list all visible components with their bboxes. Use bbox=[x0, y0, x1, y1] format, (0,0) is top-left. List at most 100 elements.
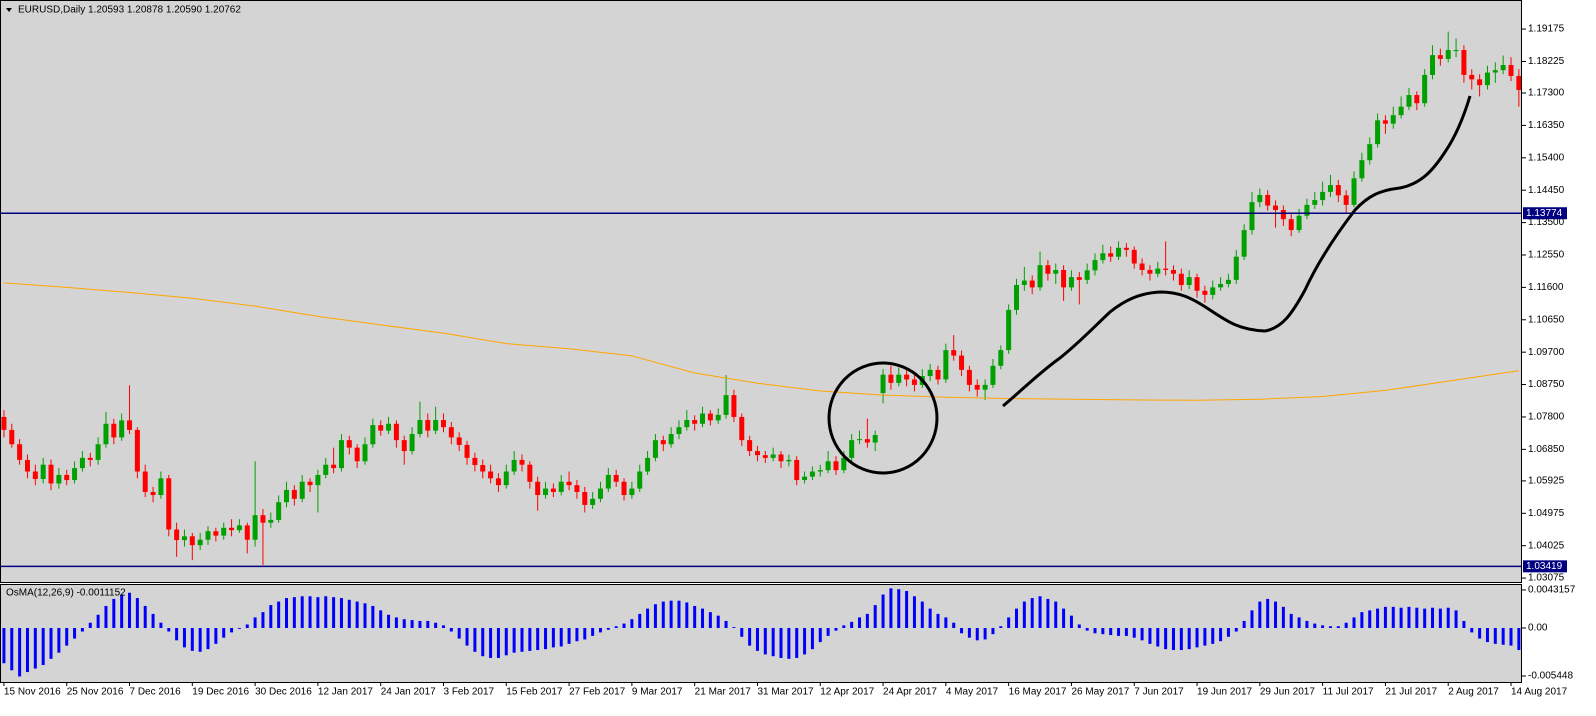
candle-body bbox=[1477, 79, 1483, 86]
horizontal-line-label-box bbox=[1523, 560, 1567, 573]
candle-body bbox=[95, 444, 101, 460]
candle-body bbox=[1021, 280, 1027, 285]
candle-body bbox=[48, 464, 54, 484]
oscillator-bar bbox=[1077, 624, 1081, 628]
oscillator-bar bbox=[677, 600, 681, 628]
candle-body bbox=[1265, 194, 1271, 206]
candle-body bbox=[1029, 280, 1035, 288]
candle-body bbox=[354, 447, 360, 462]
oscillator-bar bbox=[1054, 601, 1058, 628]
oscillator-bar bbox=[10, 627, 14, 671]
oscillator-bar bbox=[622, 623, 626, 628]
oscillator-bar bbox=[536, 627, 540, 651]
oscillator-bar bbox=[57, 627, 61, 653]
candle-body bbox=[770, 454, 776, 458]
oscillator-bar bbox=[638, 613, 642, 628]
oscillator-bar bbox=[316, 597, 320, 628]
candle-body bbox=[1484, 72, 1490, 86]
oscillator-bar bbox=[763, 627, 767, 655]
oscillator-bar bbox=[206, 627, 210, 650]
candle-body bbox=[393, 423, 399, 441]
candle-body bbox=[786, 459, 792, 462]
candle-body bbox=[401, 440, 407, 452]
y-tick-label: 1.15400 bbox=[1528, 152, 1565, 163]
candle-body bbox=[346, 440, 352, 448]
candle-body bbox=[79, 457, 85, 469]
horizontal-line-label: 1.03419 bbox=[1526, 561, 1563, 572]
candle-body bbox=[260, 515, 266, 523]
oscillator-bar bbox=[387, 614, 391, 628]
candle-body bbox=[87, 457, 93, 460]
oscillator-bar bbox=[653, 604, 657, 628]
candle-body bbox=[998, 350, 1004, 366]
oscillator-bar bbox=[1187, 627, 1191, 650]
candle-body bbox=[1108, 253, 1114, 257]
oscillator-bar bbox=[1156, 627, 1160, 647]
oscillator-plot-background bbox=[0, 585, 1522, 682]
candle-body bbox=[17, 444, 23, 460]
oscillator-bar bbox=[873, 605, 877, 628]
candle-body bbox=[1437, 55, 1443, 59]
oscillator-bar bbox=[18, 627, 22, 677]
oscillator-bar bbox=[1022, 601, 1026, 628]
y-tick-label: 1.05925 bbox=[1528, 476, 1565, 487]
oscillator-bar bbox=[41, 627, 45, 665]
oscillator-bar bbox=[803, 627, 807, 655]
candle-body bbox=[1116, 247, 1122, 257]
candle-body bbox=[747, 440, 753, 452]
candle-body bbox=[645, 457, 651, 472]
oscillator-bar bbox=[1124, 627, 1128, 636]
candle-body bbox=[307, 481, 313, 486]
oscillator-bar bbox=[724, 620, 728, 628]
candle-body bbox=[1351, 178, 1357, 205]
candle-body bbox=[64, 474, 70, 481]
x-tick-label: 14 Aug 2017 bbox=[1511, 687, 1568, 698]
candle-body bbox=[590, 498, 596, 505]
candle-body bbox=[40, 464, 46, 480]
candle-body bbox=[480, 465, 486, 472]
oscillator-bar bbox=[410, 620, 414, 628]
y-tick-label: -0.005448 bbox=[1528, 671, 1573, 682]
oscillator-bar bbox=[135, 598, 139, 628]
candle-body bbox=[166, 478, 172, 530]
oscillator-bar bbox=[881, 594, 885, 628]
oscillator-title: OsMA(12,26,9) -0.0011152 bbox=[6, 588, 126, 599]
oscillator-bar bbox=[1438, 608, 1442, 628]
candle-body bbox=[550, 488, 556, 492]
candle-body bbox=[754, 451, 760, 456]
candle-body bbox=[142, 471, 148, 492]
oscillator-bar bbox=[1383, 606, 1387, 628]
candle-body bbox=[386, 423, 392, 431]
candle-body bbox=[291, 489, 297, 499]
candle-body bbox=[1398, 106, 1404, 116]
oscillator-bar bbox=[418, 620, 422, 628]
oscillator-bar bbox=[818, 627, 822, 643]
y-tick-label: 1.11600 bbox=[1528, 282, 1564, 293]
oscillator-bar bbox=[559, 627, 563, 647]
y-tick-label: 1.08750 bbox=[1528, 379, 1565, 390]
oscillator-bar bbox=[1313, 623, 1317, 628]
oscillator-bar bbox=[33, 627, 37, 669]
candle-body bbox=[1155, 268, 1161, 274]
oscillator-bar bbox=[465, 627, 469, 646]
oscillator-bar bbox=[967, 627, 971, 638]
candle-body bbox=[111, 423, 117, 438]
candle-body bbox=[535, 481, 541, 496]
oscillator-bar bbox=[253, 617, 257, 628]
candle-body bbox=[660, 440, 666, 445]
candle-body bbox=[378, 425, 384, 431]
y-tick-label: 1.18225 bbox=[1528, 56, 1565, 67]
oscillator-bar bbox=[1179, 627, 1183, 651]
candle-body bbox=[1375, 120, 1381, 145]
x-tick-label: 19 Dec 2016 bbox=[192, 687, 249, 698]
candle-body bbox=[739, 416, 745, 441]
candle-body bbox=[362, 444, 368, 462]
candle-body bbox=[244, 525, 250, 540]
x-tick-label: 31 Mar 2017 bbox=[757, 687, 814, 698]
x-tick-label: 2 Aug 2017 bbox=[1448, 687, 1499, 698]
oscillator-bar bbox=[944, 617, 948, 628]
oscillator-bar bbox=[112, 598, 116, 628]
oscillator-bar bbox=[355, 601, 359, 628]
candle-body bbox=[1006, 309, 1012, 351]
